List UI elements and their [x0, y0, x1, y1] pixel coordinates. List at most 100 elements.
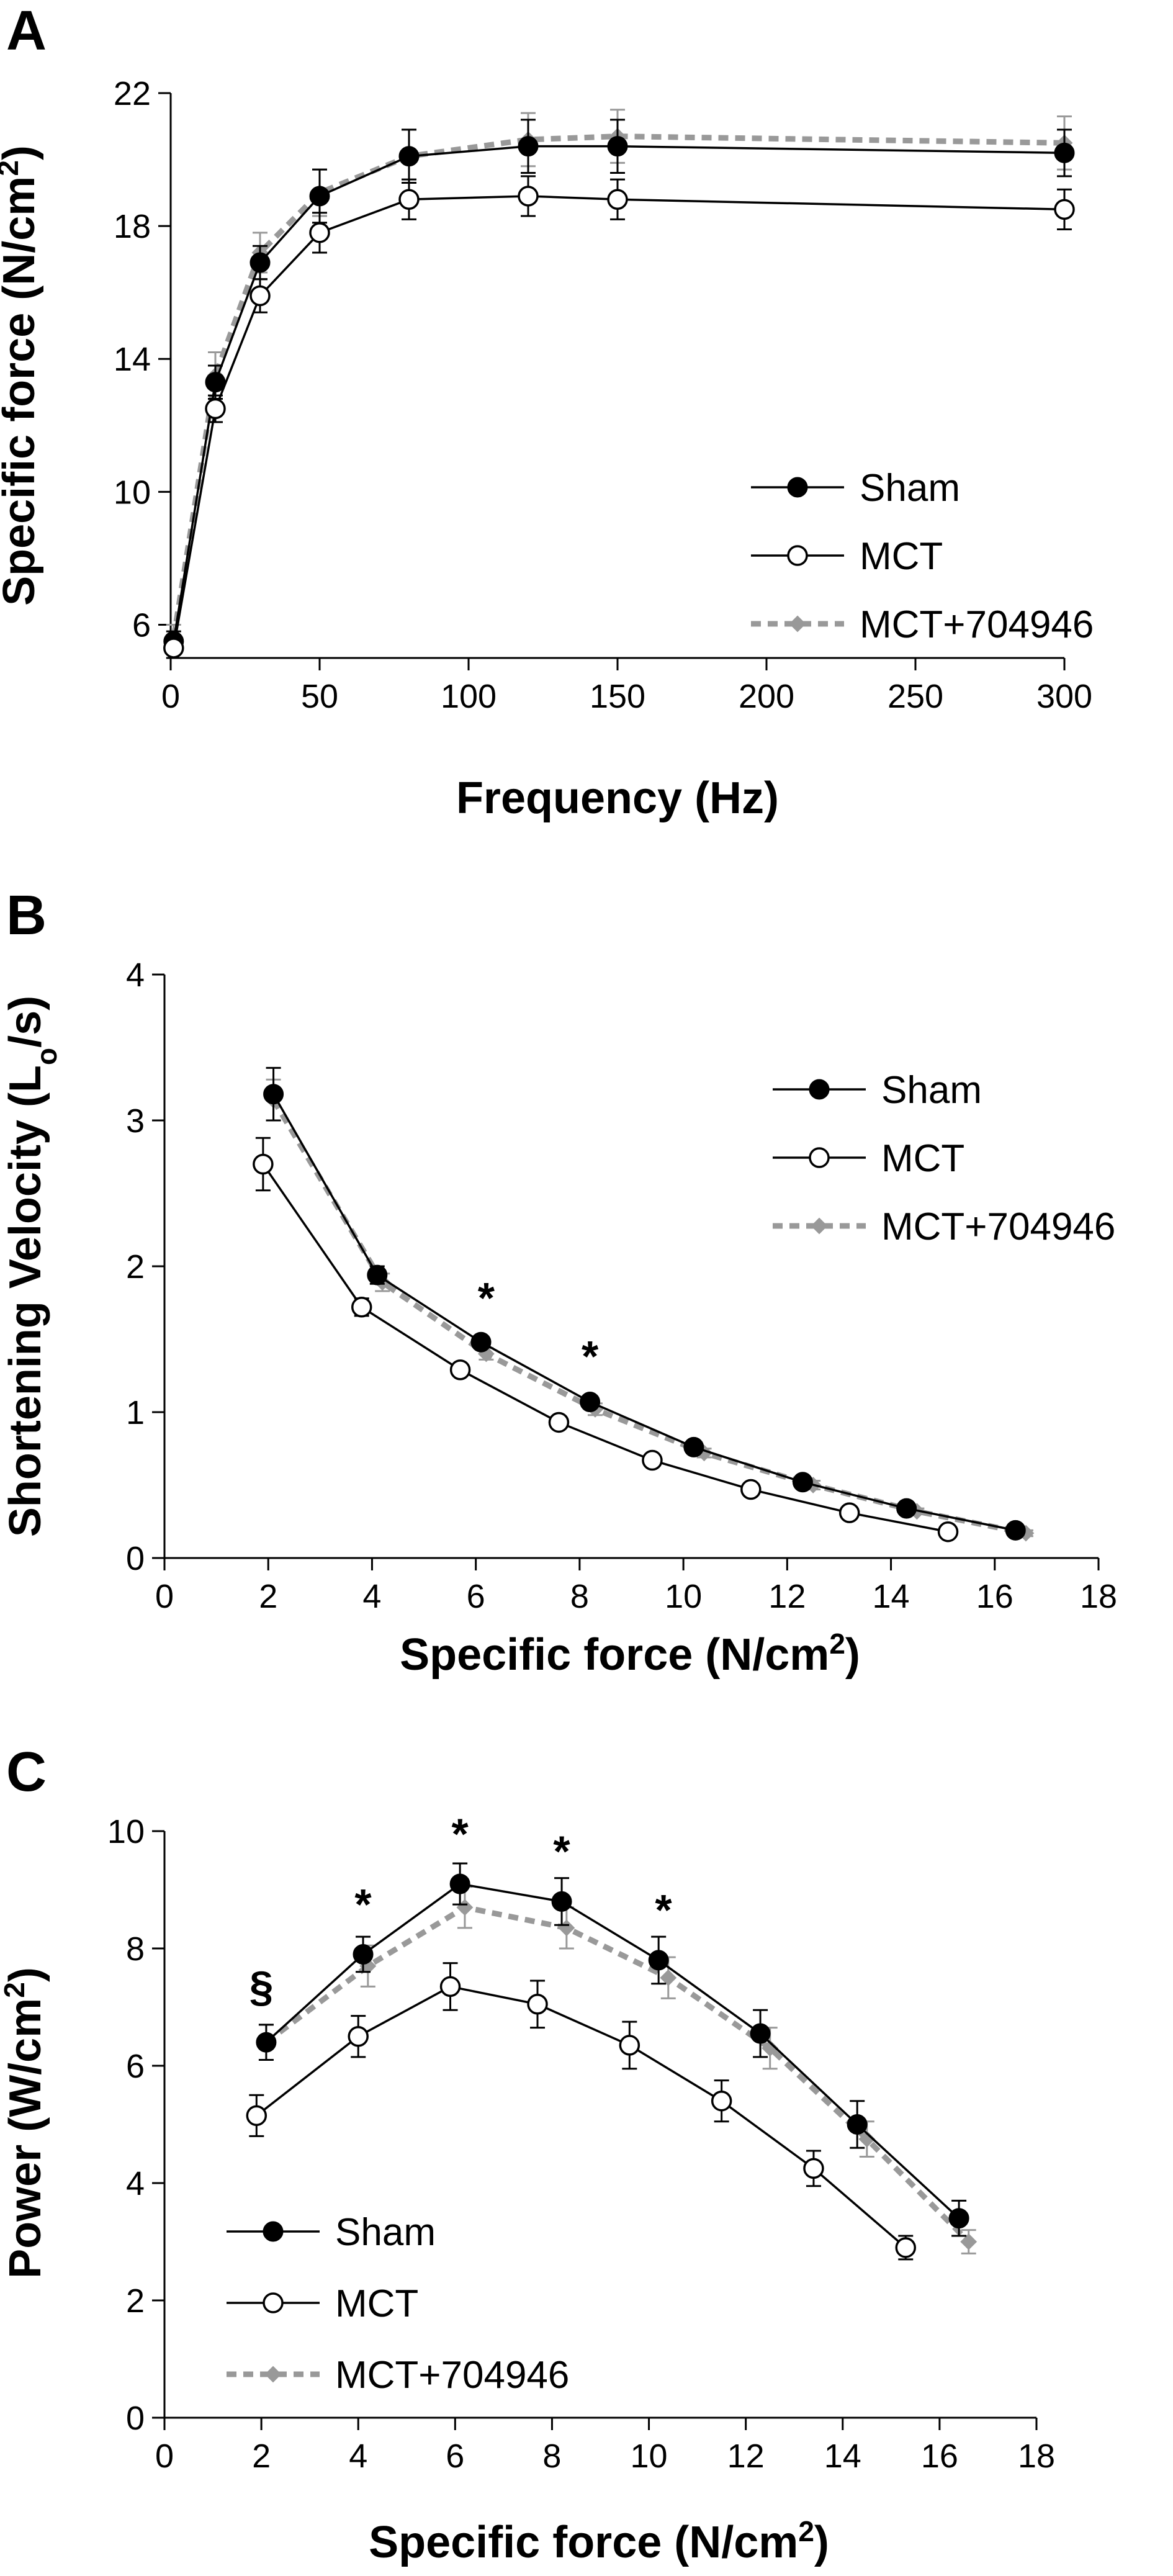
series-sham — [263, 1066, 1026, 1541]
series-line — [256, 1985, 907, 2249]
x-tick-label: 0 — [161, 678, 180, 715]
x-tick-label: 0 — [155, 2438, 174, 2475]
data-point — [353, 1943, 374, 1965]
data-point — [398, 189, 420, 210]
y-axis-title: Specific force (N/cm2) — [0, 145, 44, 606]
significance-mark: * — [553, 1827, 570, 1876]
x-tick-label: 14 — [873, 1578, 910, 1615]
data-point — [309, 186, 330, 207]
x-tick-label: 8 — [570, 1578, 589, 1615]
data-point — [249, 252, 271, 273]
data-point — [750, 2023, 771, 2044]
data-point — [351, 1297, 372, 1318]
data-point — [518, 136, 539, 157]
x-tick-label: 8 — [542, 2438, 561, 2475]
series-mct — [246, 1962, 916, 2261]
data-point — [1005, 1520, 1026, 1541]
y-tick-label: 6 — [126, 2048, 145, 2085]
data-point — [470, 1331, 492, 1353]
data-point — [527, 1994, 548, 2015]
significance-mark: * — [478, 1274, 495, 1322]
legend-label: Sham — [881, 1069, 982, 1112]
series-mct — [253, 1137, 959, 1542]
x-tick-label: 50 — [301, 678, 338, 715]
series-line — [171, 133, 1065, 639]
data-point — [263, 1084, 284, 1105]
x-tick-label: 6 — [467, 1578, 485, 1615]
x-tick-label: 100 — [441, 678, 497, 715]
data-point — [439, 1976, 461, 1997]
x-tick-label: 150 — [590, 678, 645, 715]
data-point — [205, 398, 226, 420]
series-line — [173, 195, 1065, 649]
data-point — [398, 146, 420, 167]
data-point — [792, 1472, 813, 1493]
data-point — [163, 637, 184, 659]
legend: Sham MCT MCT+704946 — [751, 467, 1094, 646]
data-point — [619, 2035, 640, 2056]
data-point — [838, 1502, 860, 1523]
data-point — [309, 222, 330, 243]
legend-label: MCT+704946 — [881, 1205, 1115, 1248]
x-tick-label: 10 — [631, 2438, 668, 2475]
y-tick-label: 4 — [126, 957, 145, 994]
data-point — [449, 1359, 471, 1380]
significance-mark: § — [249, 1962, 274, 2011]
y-tick-label: 18 — [114, 208, 151, 245]
y-axis-title: Shortening Velocity (Lo/s) — [1, 996, 63, 1537]
legend-label: MCT — [860, 535, 943, 578]
significance-mark: * — [354, 1880, 372, 1929]
legend-marker — [809, 1147, 830, 1168]
data-point — [683, 1436, 704, 1457]
panel-a: A 6 10 14 18 22 0 50 100 150 200 250 300 Frequency (H… — [0, 0, 1094, 823]
x-tick-label: 200 — [739, 678, 794, 715]
y-tick-label: 3 — [126, 1102, 145, 1140]
x-tick-label: 12 — [727, 2438, 765, 2475]
data-point — [762, 2040, 779, 2057]
series-sham — [256, 1862, 969, 2237]
legend-marker — [787, 477, 808, 498]
data-point — [256, 2032, 277, 2053]
data-point — [580, 1392, 601, 1413]
data-point — [607, 189, 628, 210]
legend-marker — [789, 615, 806, 633]
data-point — [348, 2026, 369, 2047]
legend-marker — [263, 2221, 284, 2242]
legend-label: Sham — [335, 2211, 436, 2254]
y-tick-label: 22 — [114, 75, 151, 112]
data-point — [948, 2208, 969, 2229]
data-point — [518, 186, 539, 207]
series-line — [272, 1093, 1016, 1532]
significance-mark: * — [655, 1886, 672, 1934]
data-point — [895, 2237, 916, 2258]
y-tick-label: 0 — [126, 2400, 145, 2437]
x-tick-label: 18 — [1018, 2438, 1055, 2475]
significance-mark: * — [452, 1809, 469, 1858]
x-tick-label: 0 — [155, 1578, 174, 1615]
legend-marker — [787, 545, 808, 566]
x-tick-label: 16 — [976, 1578, 1013, 1615]
x-tick-label: 14 — [824, 2438, 861, 2475]
x-tick-label: 250 — [888, 678, 943, 715]
data-point — [642, 1449, 663, 1471]
x-tick-label: 12 — [768, 1578, 806, 1615]
data-point — [449, 1873, 470, 1894]
legend-marker — [264, 2366, 282, 2383]
x-tick-label: 10 — [665, 1578, 702, 1615]
data-point — [1054, 142, 1075, 163]
data-point — [896, 1498, 917, 1519]
panel-letter: A — [6, 0, 47, 62]
y-tick-label: 10 — [114, 474, 151, 511]
panel-c: C 0 2 4 6 8 10 0 2 4 6 8 10 12 14 16 18 Specific force (N… — [0, 1741, 1055, 2567]
data-point — [253, 1153, 274, 1175]
data-point — [367, 1264, 388, 1286]
legend-label: MCT — [881, 1137, 964, 1180]
data-point — [1054, 199, 1075, 220]
x-tick-label: 2 — [252, 2438, 271, 2475]
x-axis-title: Specific force (N/cm2) — [369, 2515, 829, 2567]
y-tick-label: 8 — [126, 1930, 145, 1968]
